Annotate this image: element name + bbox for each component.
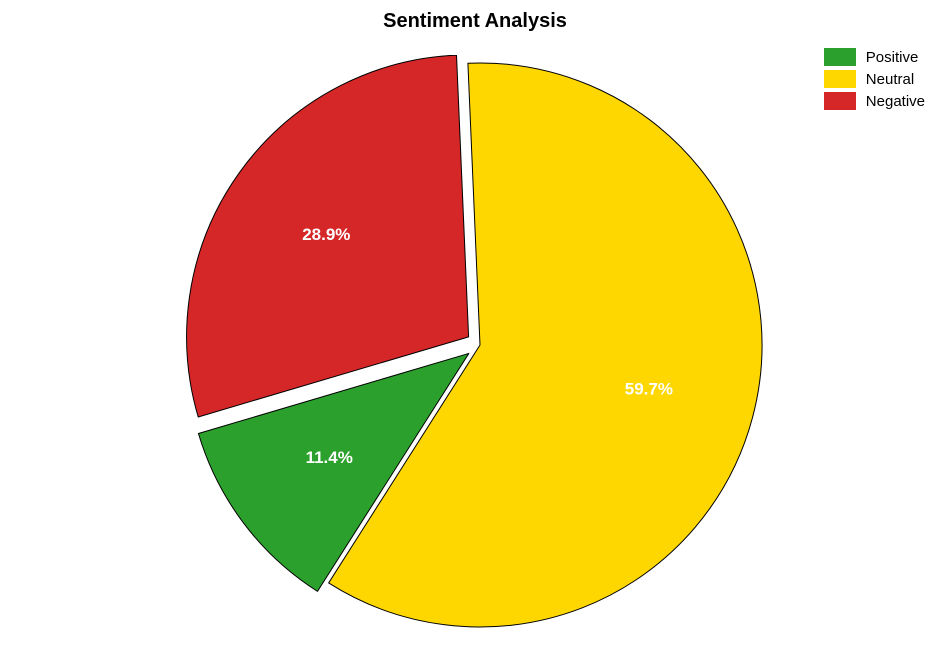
- pie-label-neutral: 59.7%: [625, 380, 673, 399]
- legend-swatch-positive: [824, 48, 856, 66]
- pie-label-positive: 11.4%: [306, 448, 353, 467]
- legend-label-negative: Negative: [866, 93, 925, 110]
- pie-label-negative: 28.9%: [302, 225, 350, 244]
- legend-item-positive: Positive: [824, 48, 925, 66]
- legend: Positive Neutral Negative: [824, 48, 925, 114]
- legend-swatch-negative: [824, 92, 856, 110]
- legend-item-neutral: Neutral: [824, 70, 925, 88]
- pie-chart: 28.9% 59.7% 11.4%: [180, 55, 780, 655]
- legend-label-positive: Positive: [866, 49, 919, 66]
- legend-item-negative: Negative: [824, 92, 925, 110]
- chart-container: Sentiment Analysis 28.9% 59.7% 11.4% Posit…: [0, 0, 950, 662]
- legend-label-neutral: Neutral: [866, 71, 914, 88]
- legend-swatch-neutral: [824, 70, 856, 88]
- chart-title: Sentiment Analysis: [0, 10, 950, 33]
